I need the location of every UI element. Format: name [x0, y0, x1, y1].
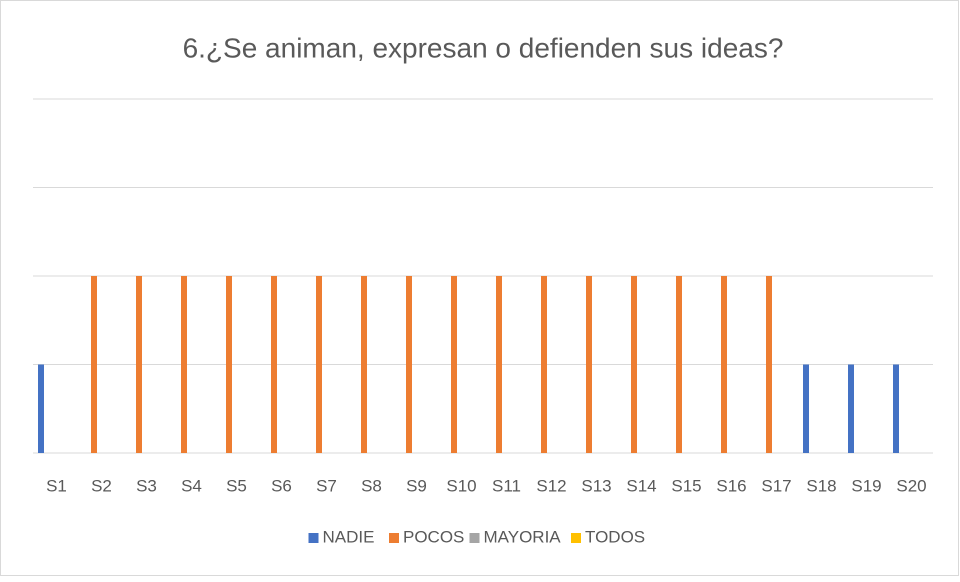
bar: [631, 276, 637, 453]
bar: [38, 364, 44, 453]
bar: [406, 276, 412, 453]
bar: [271, 276, 277, 453]
legend-label: POCOS: [403, 527, 464, 546]
legend-swatch: [469, 533, 480, 543]
bar: [721, 276, 727, 453]
bar: [181, 276, 187, 453]
bar: [803, 364, 809, 453]
bar: [586, 276, 592, 453]
bar: [136, 276, 142, 453]
legend-label: TODOS: [585, 527, 645, 546]
bar: [451, 276, 457, 453]
bar: [316, 276, 322, 453]
legend-label: NADIE: [323, 527, 375, 546]
x-tick-label: S9: [406, 476, 427, 495]
x-tick-label: S1: [46, 476, 67, 495]
x-tick-label: S5: [226, 476, 247, 495]
legend-swatch: [308, 533, 319, 543]
x-tick-label: S17: [761, 476, 791, 495]
bar: [361, 276, 367, 453]
x-tick-label: S7: [316, 476, 337, 495]
x-tick-label: S16: [716, 476, 746, 495]
bar: [496, 276, 502, 453]
x-tick-label: S19: [851, 476, 881, 495]
bar: [91, 276, 97, 453]
bar: [226, 276, 232, 453]
x-tick-label: S3: [136, 476, 157, 495]
bar: [676, 276, 682, 453]
x-tick-label: S12: [536, 476, 566, 495]
legend-label: MAYORIA: [484, 527, 562, 546]
x-tick-label: S4: [181, 476, 202, 495]
legend-swatch: [571, 533, 581, 543]
x-tick-label: S8: [361, 476, 382, 495]
x-tick-label: S13: [581, 476, 611, 495]
x-tick-label: S20: [896, 476, 926, 495]
legend-swatch: [389, 533, 399, 543]
bar: [541, 276, 547, 453]
bar: [766, 276, 772, 453]
chart-title: 6.¿Se animan, expresan o defienden sus i…: [183, 32, 784, 63]
x-tick-label: S18: [806, 476, 836, 495]
bar: [893, 364, 899, 453]
x-tick-label: S14: [626, 476, 656, 495]
x-tick-label: S11: [492, 476, 521, 495]
x-tick-label: S15: [671, 476, 701, 495]
x-tick-label: S10: [446, 476, 476, 495]
bar: [848, 364, 854, 453]
x-tick-label: S6: [271, 476, 292, 495]
x-tick-label: S2: [91, 476, 112, 495]
